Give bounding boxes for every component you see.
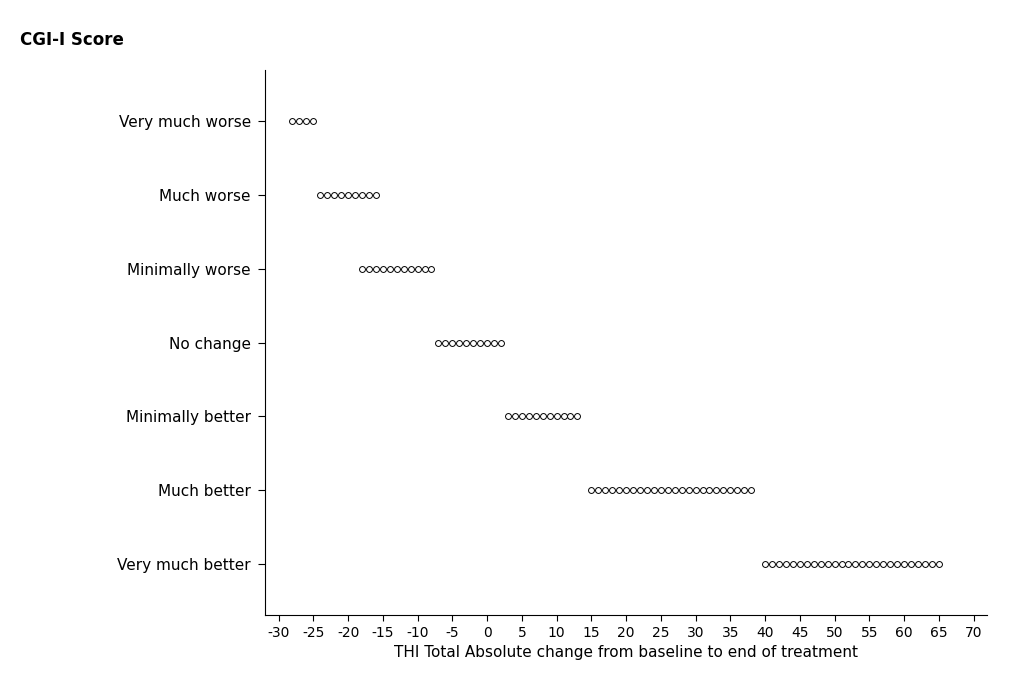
Point — [458, 337, 474, 348]
Point — [834, 558, 850, 569]
Point — [291, 116, 307, 127]
Point — [625, 484, 641, 496]
Point — [896, 558, 912, 569]
Point — [326, 189, 342, 201]
Point — [889, 558, 905, 569]
Point — [819, 558, 836, 569]
Point — [680, 484, 696, 496]
Point — [444, 337, 460, 348]
Point — [354, 264, 371, 275]
Point — [771, 558, 787, 569]
Point — [569, 410, 585, 421]
Point — [868, 558, 885, 569]
Point — [486, 337, 502, 348]
Point — [562, 410, 578, 421]
Point — [340, 189, 356, 201]
Point — [360, 189, 377, 201]
Point — [472, 337, 489, 348]
Point — [854, 558, 870, 569]
Point — [298, 116, 315, 127]
Point — [674, 484, 690, 496]
Point — [527, 410, 544, 421]
Point — [451, 337, 467, 348]
Point — [903, 558, 919, 569]
Point — [284, 116, 300, 127]
Point — [360, 264, 377, 275]
Point — [917, 558, 934, 569]
Point — [660, 484, 676, 496]
Point — [716, 484, 732, 496]
Point — [638, 484, 655, 496]
Point — [583, 484, 600, 496]
Point — [382, 264, 398, 275]
Point — [653, 484, 669, 496]
Point — [764, 558, 780, 569]
Point — [694, 484, 711, 496]
Point — [792, 558, 808, 569]
Point — [389, 264, 405, 275]
Point — [618, 484, 634, 496]
Point — [736, 484, 752, 496]
Point — [827, 558, 843, 569]
Point — [875, 558, 892, 569]
Point — [743, 484, 759, 496]
Point — [556, 410, 572, 421]
Point — [367, 264, 384, 275]
Point — [923, 558, 940, 569]
Point — [507, 410, 523, 421]
Point — [465, 337, 482, 348]
Point — [437, 337, 453, 348]
Point — [431, 337, 447, 348]
Point — [778, 558, 794, 569]
Point — [333, 189, 349, 201]
Point — [500, 410, 516, 421]
Point — [402, 264, 418, 275]
Point — [319, 189, 335, 201]
Point — [514, 410, 530, 421]
Point — [812, 558, 829, 569]
Point — [604, 484, 620, 496]
Point — [847, 558, 863, 569]
Point — [542, 410, 558, 421]
Point — [840, 558, 856, 569]
Point — [367, 189, 384, 201]
Point — [598, 484, 614, 496]
X-axis label: THI Total Absolute change from baseline to end of treatment: THI Total Absolute change from baseline … — [394, 645, 858, 660]
Point — [709, 484, 725, 496]
Point — [396, 264, 412, 275]
Point — [409, 264, 426, 275]
Point — [478, 337, 495, 348]
Point — [632, 484, 648, 496]
Point — [701, 484, 718, 496]
Point — [520, 410, 536, 421]
Point — [305, 116, 322, 127]
Point — [590, 484, 607, 496]
Point — [805, 558, 822, 569]
Point — [549, 410, 565, 421]
Point — [611, 484, 627, 496]
Point — [347, 189, 363, 201]
Point — [423, 264, 440, 275]
Point — [785, 558, 801, 569]
Point — [375, 264, 391, 275]
Point — [687, 484, 703, 496]
Point — [645, 484, 662, 496]
Text: CGI-I Score: CGI-I Score — [20, 31, 124, 49]
Point — [757, 558, 774, 569]
Point — [882, 558, 898, 569]
Point — [930, 558, 947, 569]
Point — [910, 558, 926, 569]
Point — [313, 189, 329, 201]
Point — [722, 484, 738, 496]
Point — [799, 558, 815, 569]
Point — [354, 189, 371, 201]
Point — [667, 484, 683, 496]
Point — [861, 558, 878, 569]
Point — [534, 410, 551, 421]
Point — [729, 484, 745, 496]
Point — [416, 264, 433, 275]
Point — [493, 337, 509, 348]
